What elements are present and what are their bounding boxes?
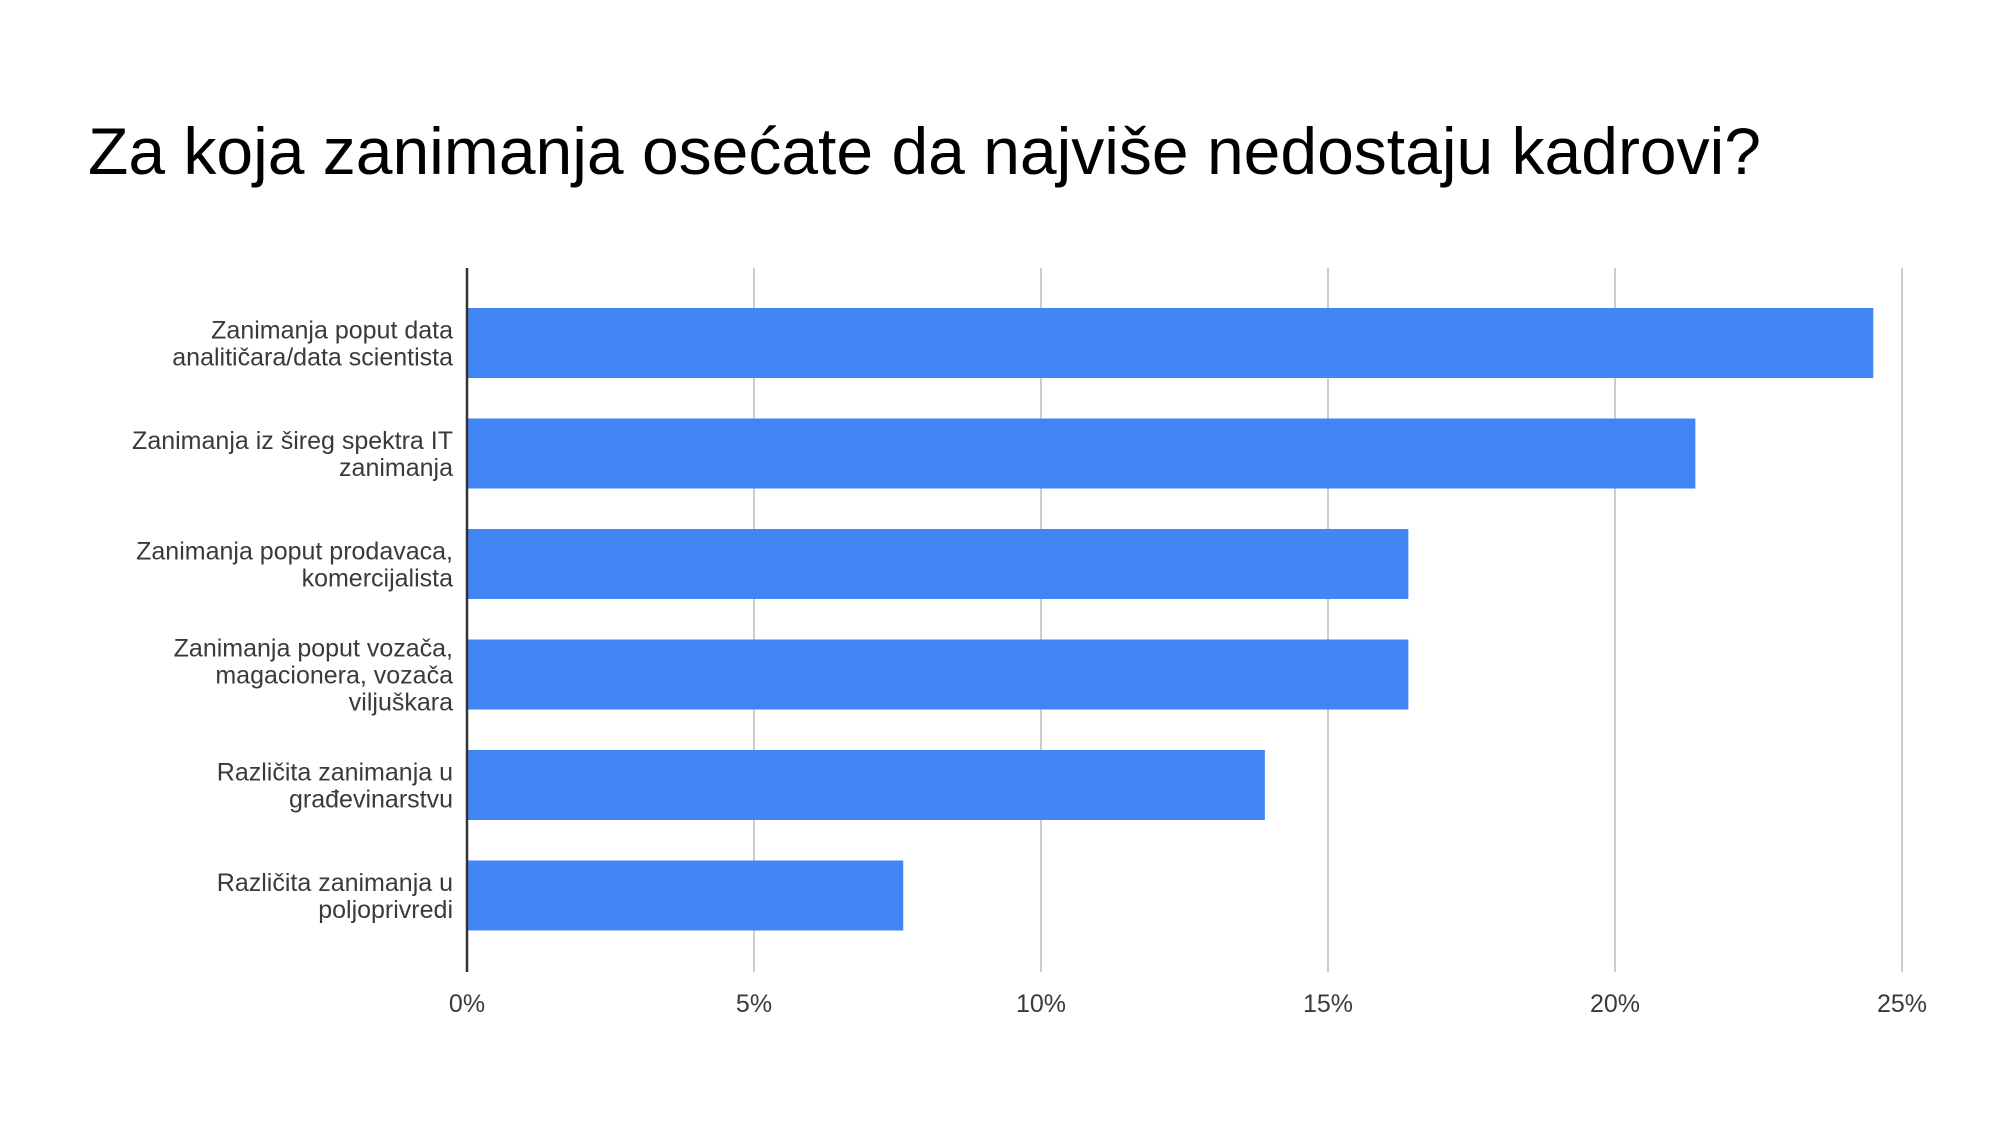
- category-label: Različita zanimanja u građevinarstvu: [217, 759, 453, 814]
- x-tick-label: 10%: [1016, 990, 1066, 1018]
- x-tick-label: 20%: [1590, 990, 1640, 1018]
- bar: [467, 418, 1696, 489]
- category-label: Različita zanimanja u poljoprivredi: [217, 869, 453, 924]
- bar: [467, 860, 904, 931]
- chart-title: Za koja zanimanja osećate da najviše ned…: [88, 114, 1762, 188]
- category-label: Zanimanja poput data analitičara/data sci…: [172, 317, 453, 372]
- bar: [467, 750, 1265, 820]
- tick-labels: 0% 5% 10% 15% 20% 25%: [449, 990, 1927, 1018]
- category-label: Zanimanja poput vozača, magacionera, voza…: [174, 635, 453, 717]
- gridlines: [753, 268, 1903, 972]
- x-tick-label: 5%: [736, 990, 772, 1018]
- x-tick-label: 25%: [1877, 990, 1927, 1018]
- bar: [467, 308, 1874, 378]
- x-tick-label: 15%: [1303, 990, 1353, 1018]
- category-labels: Zanimanja poput data analitičara/data sci…: [132, 317, 453, 925]
- category-label: Zanimanja poput prodavaca, komercijalista: [136, 538, 453, 593]
- bar: [467, 639, 1409, 710]
- category-label: Zanimanja iz šireg spektra IT zanimanja: [132, 427, 453, 482]
- bar: [467, 529, 1409, 599]
- bars: [467, 308, 1874, 931]
- x-tick-label: 0%: [449, 990, 485, 1018]
